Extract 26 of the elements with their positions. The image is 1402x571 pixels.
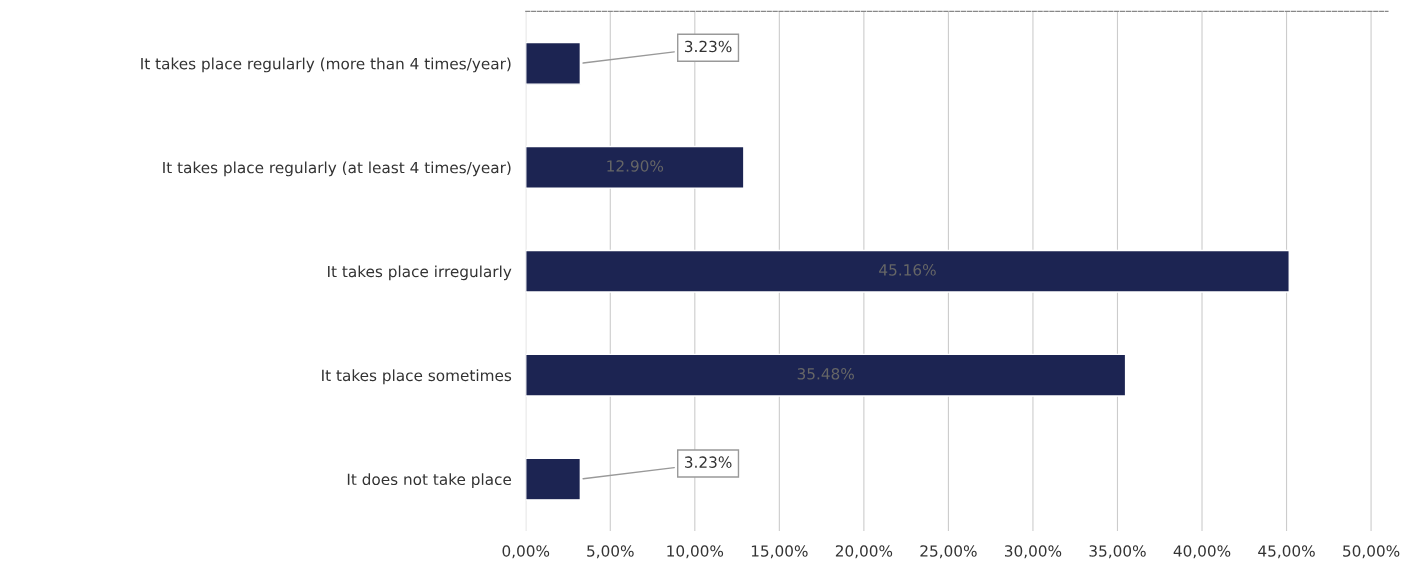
bar	[525, 249, 1290, 293]
x-tick-label: 5,00%	[587, 545, 634, 559]
x-tick-label: 25,00%	[920, 545, 977, 559]
data-label: 12.90%	[607, 160, 664, 172]
x-tick-label: 15,00%	[751, 545, 808, 559]
y-tick-label: It takes place sometimes	[322, 369, 512, 385]
x-tick-label: 35,00%	[1089, 545, 1146, 559]
data-label: 3.23%	[684, 40, 732, 53]
bar	[525, 457, 582, 501]
x-tick-label: 20,00%	[835, 545, 893, 559]
x-tick-label: 50,00%	[1343, 545, 1400, 559]
y-tick-label: It takes place regularly (more than 4 times/year)	[141, 57, 511, 73]
x-tick-label: 10,00%	[667, 545, 724, 559]
bar	[525, 41, 582, 85]
bar	[525, 353, 1127, 397]
x-tick-label: 45,00%	[1258, 545, 1315, 559]
y-tick-label: It does not take place	[347, 473, 512, 489]
data-label: 3.23%	[684, 456, 732, 468]
bar	[525, 145, 745, 189]
data-label: 35.48%	[797, 368, 854, 380]
x-tick-label: 40,00%	[1173, 545, 1231, 559]
y-tick-label: It takes place regularly (at least 4 times/year)	[163, 161, 511, 177]
x-tick-label: 30,00%	[1004, 545, 1062, 559]
y-tick-label: It takes place irregularly	[328, 265, 512, 281]
x-tick-label: 0,00%	[502, 545, 550, 559]
data-label: 45.16%	[879, 264, 936, 276]
